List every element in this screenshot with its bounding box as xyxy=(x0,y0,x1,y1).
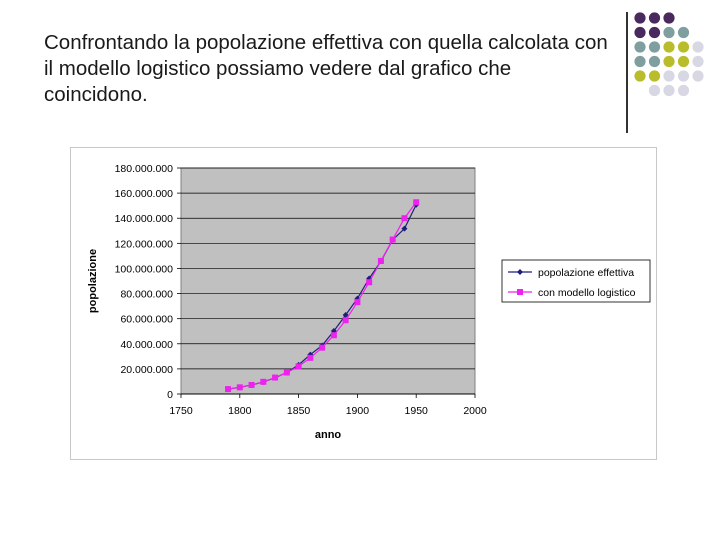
decorative-dot xyxy=(634,26,646,39)
y-tick-label: 0 xyxy=(167,389,173,401)
decorative-dot-grid xyxy=(634,12,704,97)
decorative-dot xyxy=(648,12,661,24)
decorative-dot xyxy=(663,55,675,68)
data-point xyxy=(307,354,314,361)
series-group xyxy=(225,199,420,393)
data-point xyxy=(330,332,337,339)
legend-item-2: con modello logistico xyxy=(508,287,636,299)
plot-area xyxy=(180,167,476,395)
legend-box xyxy=(501,259,651,303)
decorative-dot xyxy=(663,12,675,24)
x-tick-label: 1800 xyxy=(228,405,252,417)
slide-title: Confrontando la popolazione effettiva co… xyxy=(44,31,608,106)
decorative-dot xyxy=(648,55,661,68)
data-point xyxy=(354,299,361,306)
decorative-dot xyxy=(677,84,690,97)
x-tick-label: 2000 xyxy=(463,405,487,417)
decorative-dot xyxy=(677,41,690,53)
data-point xyxy=(342,317,349,324)
data-point xyxy=(413,199,420,206)
decorative-dot xyxy=(634,55,646,68)
legend-swatch-marker xyxy=(517,269,523,275)
x-axis-ticks: 1750 1800 1850 1900 1950 2000 xyxy=(169,393,487,417)
legend: popolazione effettiva con modello logisti… xyxy=(501,259,651,303)
decorative-dot xyxy=(677,70,690,82)
data-point xyxy=(248,381,255,388)
x-tick-label: 1750 xyxy=(169,405,193,417)
decorative-dot xyxy=(663,70,675,82)
decorative-dot xyxy=(677,26,690,39)
data-point xyxy=(342,312,349,319)
legend-label: popolazione effettiva xyxy=(538,267,634,279)
data-point xyxy=(295,363,302,370)
y-tick-label: 20.000.000 xyxy=(120,364,173,376)
decorative-dot xyxy=(663,26,675,39)
data-point xyxy=(236,384,243,391)
legend-item-1: popolazione effettiva xyxy=(508,267,634,279)
decorative-dot xyxy=(692,41,704,53)
decorative-dot xyxy=(634,41,646,53)
y-axis-label: popolazione xyxy=(87,249,99,313)
y-tick-label: 40.000.000 xyxy=(120,339,173,351)
decorative-dot xyxy=(648,26,661,39)
decorative-dot xyxy=(648,84,661,97)
decorative-dot xyxy=(663,41,675,53)
y-tick-label: 140.000.000 xyxy=(115,213,174,225)
decorative-dot xyxy=(634,70,646,82)
decorative-divider xyxy=(626,12,628,133)
y-tick-label: 80.000.000 xyxy=(120,289,173,301)
decorative-dot xyxy=(648,41,661,53)
data-point xyxy=(389,236,396,243)
decorative-dot xyxy=(692,70,704,82)
gridlines xyxy=(181,167,475,370)
data-point xyxy=(283,369,290,376)
legend-label: con modello logistico xyxy=(538,287,636,299)
data-point xyxy=(260,378,267,385)
legend-swatch-marker xyxy=(517,289,523,295)
x-tick-label: 1950 xyxy=(405,405,429,417)
data-point xyxy=(401,225,408,232)
data-point xyxy=(225,386,232,393)
decorative-dot xyxy=(634,12,646,24)
decorative-dot xyxy=(648,70,661,82)
y-tick-label: 60.000.000 xyxy=(120,314,173,326)
x-axis-label: anno xyxy=(315,429,342,441)
data-point xyxy=(401,215,408,222)
x-tick-label: 1900 xyxy=(346,405,370,417)
data-point xyxy=(272,374,279,381)
y-tick-label: 180.000.000 xyxy=(115,163,174,175)
decorative-dot xyxy=(677,55,690,68)
y-axis-ticks: 0 20.000.000 40.000.000 60.000.000 80.000.00… xyxy=(115,163,181,401)
data-point xyxy=(377,257,384,264)
y-tick-label: 160.000.000 xyxy=(115,188,174,200)
y-tick-label: 120.000.000 xyxy=(115,238,174,250)
x-tick-label: 1850 xyxy=(287,405,311,417)
data-point xyxy=(319,344,326,351)
y-tick-label: 100.000.000 xyxy=(115,263,174,275)
data-point xyxy=(366,279,373,286)
series-2 xyxy=(225,199,420,393)
decorative-dot xyxy=(663,84,675,97)
decorative-dot xyxy=(692,55,704,68)
